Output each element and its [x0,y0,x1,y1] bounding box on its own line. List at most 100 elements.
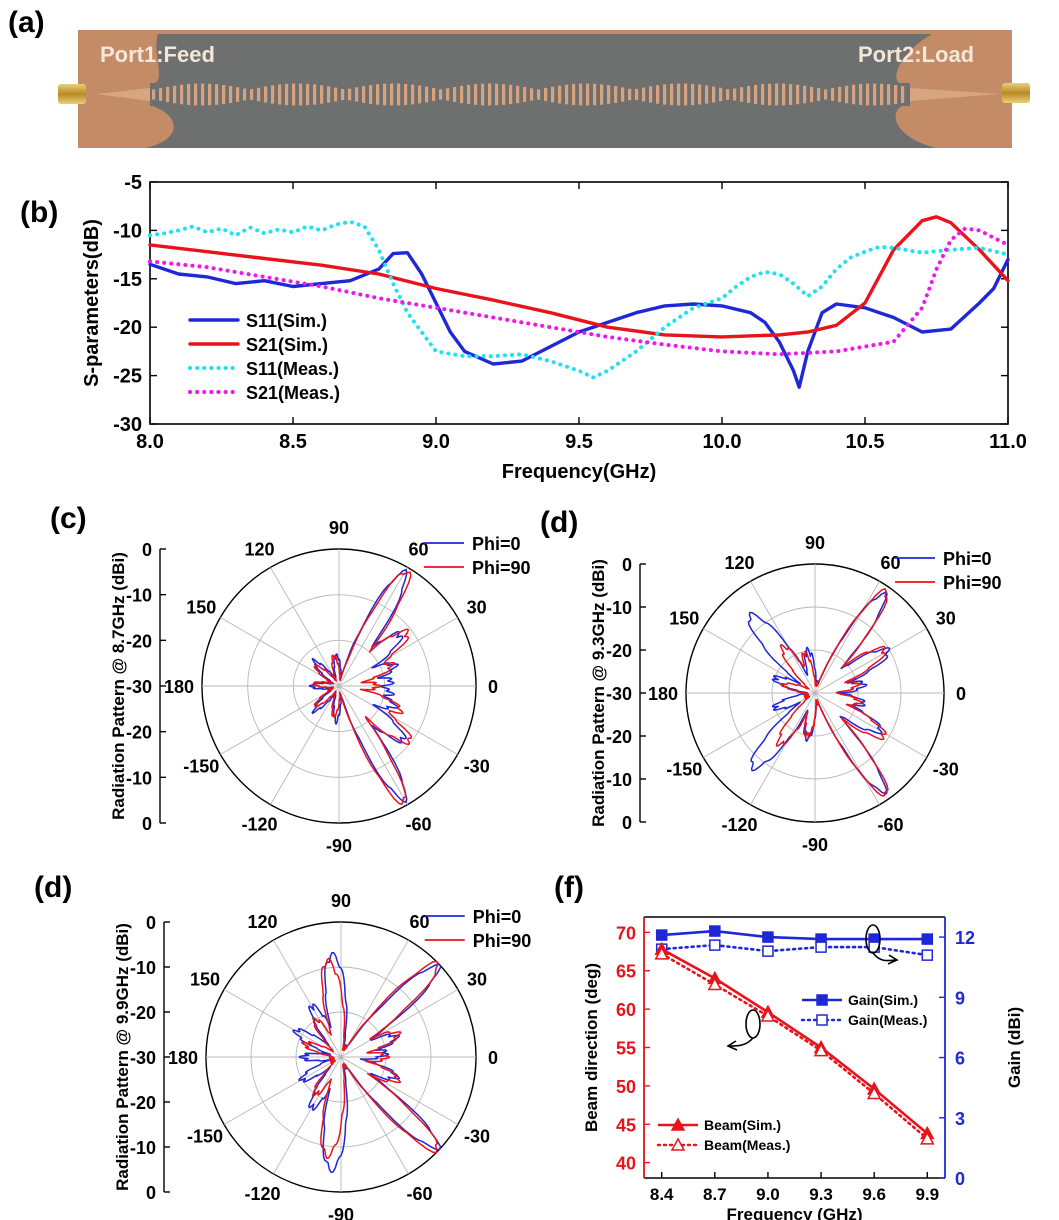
x-axis-label: Frequency(GHz) [502,461,656,483]
slot [299,83,303,106]
slot [789,84,793,105]
radial-tick-label: -20 [130,1093,156,1113]
slot [838,86,842,103]
slot [306,83,310,106]
slot [579,83,583,106]
pattern-trace-phi-0 [308,568,408,804]
series-line-beam-meas- [660,952,929,1141]
slot [411,84,415,105]
data-marker [654,946,669,960]
radial-tick-label: 0 [146,1183,156,1203]
feed-taper-right [910,88,1000,101]
legend-label: Phi=0 [473,907,522,927]
radial-tick-label: -20 [606,641,632,661]
angle-label: -30 [464,757,490,777]
slot [866,83,870,106]
slot [719,87,723,102]
angle-label: 90 [329,518,349,538]
panel-label-d-9p9: (d) [34,871,72,904]
slot [180,84,184,105]
radial-tick-label: -20 [606,727,632,747]
angle-label: -60 [406,1184,432,1204]
data-marker [762,945,774,957]
legend-label: Phi=0 [943,549,992,569]
angle-label: -60 [877,815,903,835]
pattern-trace-phi-90 [311,571,413,806]
radial-tick-label: -30 [130,1048,156,1068]
slot [663,84,667,105]
series-line-s11-meas- [148,219,1010,380]
slot [530,88,534,101]
slot [159,88,163,101]
angle-label: 30 [467,970,487,990]
slot [684,83,688,106]
slot [565,84,569,105]
legend-label: Phi=0 [472,534,521,554]
slot [320,85,324,104]
angle-label: 90 [805,533,825,553]
slot [677,83,681,106]
slot [208,83,212,106]
angle-label: -30 [933,760,959,780]
angle-label: 60 [409,912,429,932]
slot [810,86,814,103]
data-marker [920,1131,935,1145]
angle-label: 30 [936,609,956,629]
panel-label-a: (a) [8,6,45,39]
slot [614,86,618,103]
angle-label: 60 [880,553,900,573]
radial-tick-label: -30 [606,684,632,704]
slot [600,84,604,105]
angle-label: -150 [666,760,702,780]
polar-spoke [703,628,927,758]
slot [313,84,317,105]
legend-label: Phi=90 [943,573,1002,593]
data-marker [816,994,828,1006]
slot [502,84,506,105]
x-tick-label: 11.0 [989,431,1027,453]
data-marker [760,1008,776,1022]
slot [873,83,877,106]
ground-plane-top [154,34,932,83]
radial-tick-label: 0 [146,913,156,933]
panel-label-c: (c) [50,502,87,535]
x-tick-label: 9.3 [809,1185,833,1204]
y-tick-label-right: 0 [955,1169,965,1189]
radial-tick-label: -10 [126,586,152,606]
angle-label: -60 [405,815,431,835]
radiation-pattern-9p9ghz: 0 30 60 90 120 150 180 -150 -120 -90 -60 -30 0 -10 -20… [113,891,531,1220]
y-tick-label: -15 [113,269,142,291]
slot [572,83,576,106]
radial-tick-label: -20 [130,1003,156,1023]
x-tick-label: 8.0 [136,431,164,453]
data-marker [921,933,934,945]
slot [418,85,422,104]
angle-label: -150 [187,1127,223,1147]
slot [803,85,807,104]
polar-spoke [220,617,458,755]
data-marker [815,941,827,953]
y-axis-label-right: Gain (dBi) [1005,1007,1024,1088]
slot [607,85,611,104]
legend-label: S21(Meas.) [246,383,340,403]
ground-plane-bottom [146,106,936,148]
angle-label: 120 [247,912,277,932]
s-parameter-chart: 8.0 8.5 9.0 9.5 10.0 10.5 11.0 -5 -10 -15 -20 -25 -3… [81,172,1027,483]
angle-label: -90 [802,835,828,855]
slot [726,89,730,100]
slot [474,84,478,105]
slot [292,83,296,106]
slot [656,85,660,104]
data-marker [816,1014,828,1026]
slot [152,89,156,100]
slot [278,84,282,105]
slot [362,86,366,103]
angle-label: -30 [464,1127,490,1147]
radial-tick-label: -20 [126,631,152,651]
slot [558,85,562,104]
slot [397,83,401,106]
radial-tick-label: -20 [126,723,152,743]
slot [712,86,716,103]
slot [348,88,352,101]
angle-label: 150 [186,598,216,618]
